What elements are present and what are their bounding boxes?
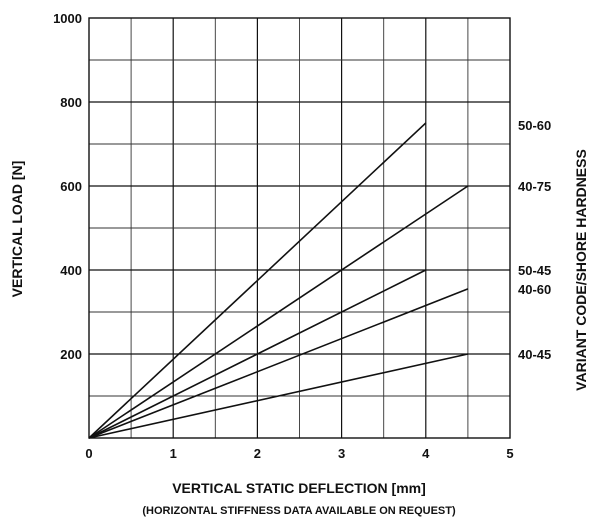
y-tick-labels: 200 400 600 800 1000 bbox=[53, 11, 82, 362]
series-line-50-45 bbox=[88, 269, 427, 439]
x-tick-label: 0 bbox=[85, 446, 92, 461]
y-tick-label: 800 bbox=[60, 95, 82, 110]
y-tick-label: 1000 bbox=[53, 11, 82, 26]
series-line-40-75 bbox=[88, 185, 469, 439]
stiffness-note: (HORIZONTAL STIFFNESS DATA AVAILABLE ON … bbox=[142, 505, 456, 517]
y-tick-label: 600 bbox=[60, 179, 82, 194]
x-axis-label: VERTICAL STATIC DEFLECTION [mm] bbox=[172, 480, 426, 496]
x-tick-label: 5 bbox=[506, 446, 513, 461]
plot-frame bbox=[88, 17, 511, 439]
x-tick-labels: 0 1 2 3 4 5 bbox=[85, 446, 513, 461]
y-tick-label: 200 bbox=[60, 347, 82, 362]
x-tick-label: 1 bbox=[170, 446, 177, 461]
variant-label: 40-75 bbox=[518, 179, 551, 194]
grid bbox=[89, 18, 510, 438]
series-lines bbox=[88, 122, 469, 439]
x-tick-label: 2 bbox=[254, 446, 261, 461]
variant-labels: 50-60 40-75 50-45 40-60 40-45 bbox=[518, 118, 551, 362]
y-axis-label: VERTICAL LOAD [N] bbox=[9, 161, 25, 298]
series-line-40-60 bbox=[88, 288, 469, 439]
series-line-40-45 bbox=[88, 353, 469, 439]
variant-label: 50-60 bbox=[518, 118, 551, 133]
variant-axis-label: VARIANT CODE/SHORE HARDNESS bbox=[573, 149, 589, 391]
variant-label: 40-60 bbox=[518, 282, 551, 297]
y-tick-label: 400 bbox=[60, 263, 82, 278]
x-tick-label: 4 bbox=[422, 446, 430, 461]
variant-label: 40-45 bbox=[518, 347, 551, 362]
series-line-50-60 bbox=[88, 122, 427, 439]
variant-label: 50-45 bbox=[518, 263, 551, 278]
x-tick-label: 3 bbox=[338, 446, 345, 461]
